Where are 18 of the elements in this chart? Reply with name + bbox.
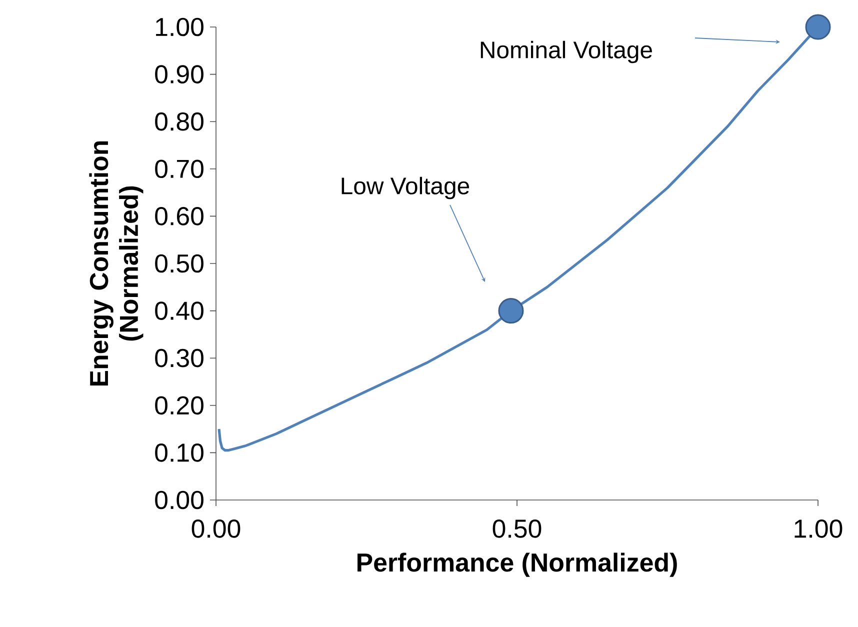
y-tick-label: 0.50 (155, 254, 204, 273)
x-tick-label: 0.50 (492, 520, 542, 538)
y-tick-label: 0.20 (155, 396, 204, 415)
x-tick-label: 1.00 (794, 520, 842, 538)
y-tick-label: 0.30 (155, 348, 204, 368)
y-tick-label: 0.40 (155, 302, 204, 320)
y-tick-label: 0.90 (155, 65, 204, 84)
y-tick-label: 1.00 (156, 18, 204, 36)
y-axis-title: Energy Consumtion (Normalized) (89, 141, 144, 386)
y-tick-label: 0.70 (155, 160, 204, 178)
annotation: Low Voltage (342, 176, 470, 200)
x-tick-label: 0.00 (192, 520, 240, 538)
y-tick-label: 0.80 (155, 112, 204, 131)
y-tick-label: 0.00 (155, 490, 204, 510)
annotation: Nominal Voltage (480, 40, 652, 64)
y-tick-label: 0.10 (155, 444, 204, 462)
x-axis-title: Performance (Normalized) (358, 552, 677, 577)
y-tick-label: 0.60 (155, 207, 204, 226)
